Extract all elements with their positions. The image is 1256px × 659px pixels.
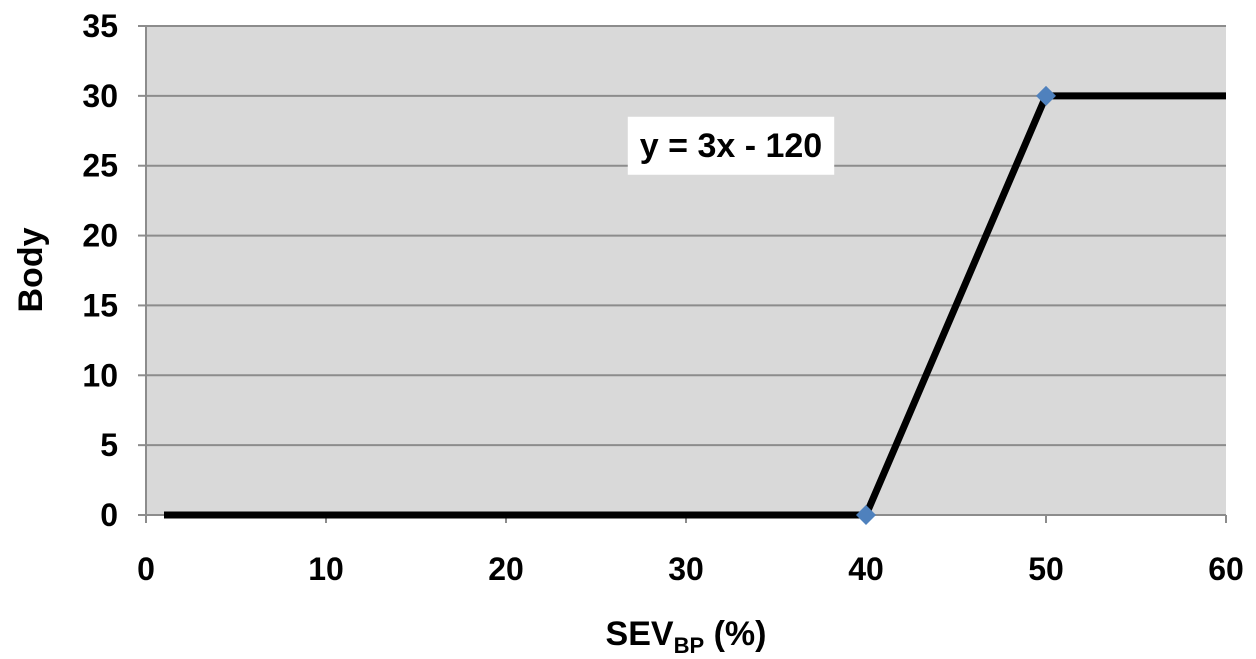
- annotation-background: [627, 116, 835, 175]
- x-axis-label: SEVBP (%): [606, 615, 767, 658]
- y-tick-label: 10: [82, 357, 118, 393]
- data-markers: [856, 85, 1056, 525]
- data-point-marker: [1036, 85, 1056, 106]
- y-tick-label: 25: [82, 148, 118, 184]
- x-axis-label-main: SEV: [606, 615, 674, 653]
- y-tick-label: 20: [82, 218, 118, 254]
- annotation-text: y = 3x - 120: [640, 127, 822, 165]
- y-tick-label: 30: [82, 78, 118, 114]
- y-tick-label: 15: [82, 287, 118, 323]
- x-axis-label-suffix: (%): [704, 615, 766, 653]
- x-axis-label-subscript: BP: [674, 633, 705, 658]
- x-tick-label: 20: [488, 551, 524, 587]
- y-tick-labels: 0 5 10 15 20 25 30 35: [82, 8, 118, 533]
- series-polyline: [164, 92, 1226, 519]
- x-tick-labels: 0 10 20 30 40 50 60: [137, 551, 1244, 587]
- plot-area: [146, 26, 1226, 515]
- x-tick-label: 40: [848, 551, 884, 587]
- x-tick-label: 10: [308, 551, 344, 587]
- y-tick-label: 5: [100, 427, 118, 463]
- equation-annotation: y = 3x - 120: [627, 116, 835, 175]
- data-point-marker: [856, 505, 876, 525]
- series-line: [164, 92, 1226, 519]
- x-tick-label: 30: [668, 551, 704, 587]
- x-tick-label: 0: [137, 551, 155, 587]
- x-tick-label: 60: [1208, 551, 1244, 587]
- x-tick-label: 50: [1028, 551, 1064, 587]
- y-tick-label: 35: [82, 8, 118, 44]
- y-axis-label: Body: [12, 227, 50, 312]
- annotation-box: y = 3x - 120: [627, 116, 835, 175]
- y-tick-label: 0: [100, 497, 118, 533]
